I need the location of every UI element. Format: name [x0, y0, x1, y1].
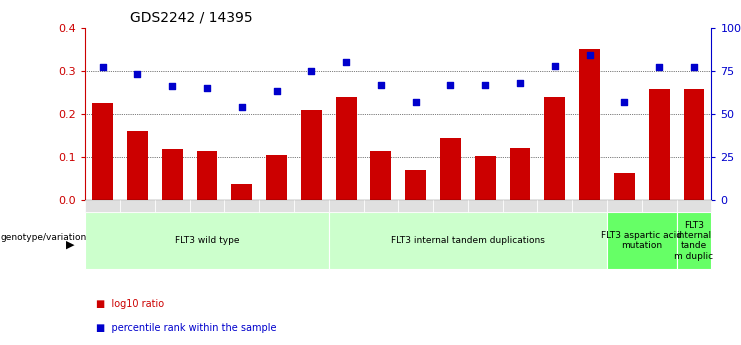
Point	[514, 80, 526, 86]
Text: FLT3 aspartic acid
mutation: FLT3 aspartic acid mutation	[601, 231, 682, 250]
Text: FLT3
internal
tande
m duplic: FLT3 internal tande m duplic	[674, 220, 714, 261]
Point	[479, 82, 491, 87]
Point	[619, 99, 631, 105]
Bar	[649, 89, 670, 200]
Point	[375, 82, 387, 87]
Bar	[336, 97, 356, 200]
Point	[340, 59, 352, 65]
Point	[688, 65, 700, 70]
Bar	[545, 97, 565, 200]
Point	[410, 99, 422, 105]
Bar	[614, 173, 635, 200]
Bar	[127, 131, 147, 200]
Bar	[579, 49, 600, 200]
Bar	[683, 89, 705, 200]
Point	[166, 83, 178, 89]
Point	[445, 82, 456, 87]
Point	[201, 85, 213, 91]
Bar	[92, 103, 113, 200]
Bar	[231, 184, 252, 200]
Text: ■  log10 ratio: ■ log10 ratio	[96, 299, 165, 308]
Bar	[301, 110, 322, 200]
Bar	[510, 148, 531, 200]
Text: ■  percentile rank within the sample: ■ percentile rank within the sample	[96, 323, 277, 333]
Point	[549, 63, 561, 68]
Text: FLT3 internal tandem duplications: FLT3 internal tandem duplications	[391, 236, 545, 245]
Point	[584, 52, 596, 58]
Bar	[370, 151, 391, 200]
Bar	[162, 149, 182, 200]
Text: genotype/variation: genotype/variation	[1, 233, 87, 242]
Bar	[405, 170, 426, 200]
Bar	[475, 156, 496, 200]
Point	[131, 71, 143, 77]
Point	[270, 89, 282, 94]
Point	[96, 65, 108, 70]
Bar	[196, 151, 217, 200]
Text: GDS2242 / 14395: GDS2242 / 14395	[130, 10, 252, 24]
Bar	[440, 138, 461, 200]
Point	[236, 104, 247, 110]
Point	[305, 68, 317, 73]
Bar	[266, 155, 287, 200]
Point	[654, 65, 665, 70]
Text: ▶: ▶	[66, 240, 75, 250]
Text: FLT3 wild type: FLT3 wild type	[175, 236, 239, 245]
